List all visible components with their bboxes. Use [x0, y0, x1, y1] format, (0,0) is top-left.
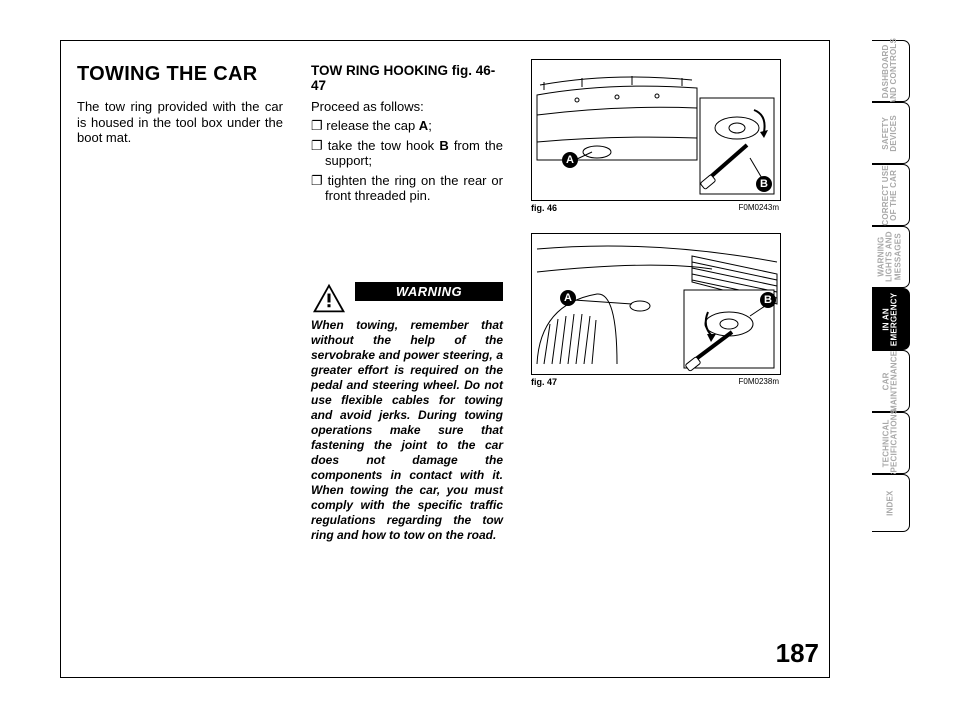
step-2-bold: B: [439, 138, 448, 153]
tab-correct-use[interactable]: CORRECT USEOF THE CAR: [872, 164, 910, 226]
subheading: TOW RING HOOKING fig. 46-47: [311, 63, 503, 93]
figure-46-svg: [532, 60, 780, 200]
fig46-caption-label: fig. 46: [531, 203, 557, 213]
tab-maintenance[interactable]: CARMAINTENANCE: [872, 350, 910, 412]
step-1-post: ;: [428, 118, 432, 133]
step-1-pre: release the cap: [326, 118, 419, 133]
warning-box: WARNING When towing, remember that witho…: [311, 282, 503, 543]
tab-warning-label: WARNINGLIGHTS ANDMESSAGES: [878, 232, 903, 283]
tab-index-label: INDEX: [886, 490, 894, 515]
tab-index[interactable]: INDEX: [872, 474, 910, 532]
page-frame: TOWING THE CAR The tow ring provided wit…: [60, 40, 830, 678]
step-1-bold: A: [419, 118, 428, 133]
figure-47-caption: fig. 47 F0M0238m: [531, 377, 779, 387]
column-2: TOW RING HOOKING fig. 46-47 Proceed as f…: [295, 41, 515, 677]
fig47-label-A: A: [560, 290, 576, 306]
column-1: TOWING THE CAR The tow ring provided wit…: [61, 41, 295, 677]
warning-header: WARNING: [311, 282, 503, 314]
steps-list: release the cap A; take the tow hook B f…: [311, 118, 503, 204]
fig47-caption-label: fig. 47: [531, 377, 557, 387]
column-3: A B fig. 46 F0M0243m: [515, 41, 815, 677]
step-2-pre: take the tow hook: [328, 138, 440, 153]
tab-specs-label: TECHNICALSPECIFICATIONS: [882, 408, 899, 477]
intro-text: The tow ring provided with the car is ho…: [77, 99, 283, 146]
warning-triangle-icon: [311, 282, 347, 314]
section-tabs: DASHBOARDAND CONTROLS SAFETYDEVICES CORR…: [872, 40, 910, 532]
tab-dashboard-label: DASHBOARDAND CONTROLS: [882, 38, 899, 105]
tab-correct-use-label: CORRECT USEOF THE CAR: [882, 165, 899, 225]
tab-safety[interactable]: SAFETYDEVICES: [872, 102, 910, 164]
tab-emergency[interactable]: IN ANEMERGENCY: [872, 288, 910, 350]
fig46-label-A: A: [562, 152, 578, 168]
step-1: release the cap A;: [311, 118, 503, 134]
tab-specs[interactable]: TECHNICALSPECIFICATIONS: [872, 412, 910, 474]
step-3: tighten the ring on the rear or front th…: [311, 173, 503, 204]
tab-dashboard[interactable]: DASHBOARDAND CONTROLS: [872, 40, 910, 102]
page-title: TOWING THE CAR: [77, 63, 283, 86]
figure-46: A B: [531, 59, 781, 201]
tab-maintenance-label: CARMAINTENANCE: [882, 350, 899, 411]
page-number: 187: [776, 638, 819, 669]
tab-safety-label: SAFETYDEVICES: [882, 115, 899, 152]
fig47-caption-code: F0M0238m: [739, 377, 779, 387]
figure-47: A B: [531, 233, 781, 375]
tab-warning[interactable]: WARNINGLIGHTS ANDMESSAGES: [872, 226, 910, 288]
warning-body: When towing, remember that without the h…: [311, 318, 503, 543]
warning-banner: WARNING: [355, 282, 503, 301]
tab-emergency-label: IN ANEMERGENCY: [882, 292, 899, 345]
figure-46-caption: fig. 46 F0M0243m: [531, 203, 779, 213]
fig46-caption-code: F0M0243m: [739, 203, 779, 213]
fig46-label-B: B: [756, 176, 772, 192]
fig47-label-B: B: [760, 292, 776, 308]
lead-text: Proceed as follows:: [311, 99, 503, 114]
step-2: take the tow hook B from the support;: [311, 138, 503, 169]
